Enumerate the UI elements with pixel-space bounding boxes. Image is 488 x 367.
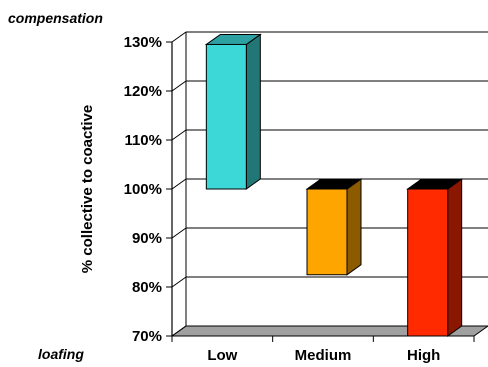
wall-diagonal: [171, 31, 187, 43]
x-category-label: Low: [207, 347, 237, 364]
wall-diagonal: [171, 129, 187, 141]
annotation-loafing: loafing: [38, 346, 84, 362]
bar-side: [245, 33, 261, 190]
wall-diagonal: [171, 227, 187, 239]
wall-diagonal: [171, 276, 187, 288]
y-tick-label: 130%: [124, 34, 162, 51]
y-tick-label: 80%: [132, 279, 162, 296]
bars: [204, 33, 464, 337]
y-axis-title: % collective to coactive: [79, 105, 96, 273]
bar-side: [447, 178, 463, 337]
y-tick-label: 100%: [124, 181, 162, 198]
y-tick-label: 120%: [124, 83, 162, 100]
x-category-labels: Low Medium High: [207, 347, 440, 364]
wall-diagonal: [171, 325, 187, 337]
y-tick-label: 70%: [132, 328, 162, 345]
bar-front: [205, 43, 247, 190]
y-tick-labels: 70% 80% 90% 100% 110% 120% 130%: [124, 34, 162, 345]
bar-side: [346, 178, 362, 276]
bar-front: [306, 188, 348, 276]
x-category-label: High: [407, 347, 440, 364]
wall-diagonal: [171, 80, 187, 92]
bar-front: [407, 188, 449, 337]
y-axis: [166, 32, 475, 342]
bar-medium: [305, 178, 363, 276]
annotation-compensation: compensation: [8, 10, 103, 26]
bar-low: [204, 33, 262, 190]
y-tick-label: 110%: [124, 132, 162, 149]
bar-high: [406, 178, 464, 337]
y-tick-label: 90%: [132, 230, 162, 247]
wall-diagonal: [171, 178, 187, 190]
x-category-label: Medium: [295, 347, 352, 364]
